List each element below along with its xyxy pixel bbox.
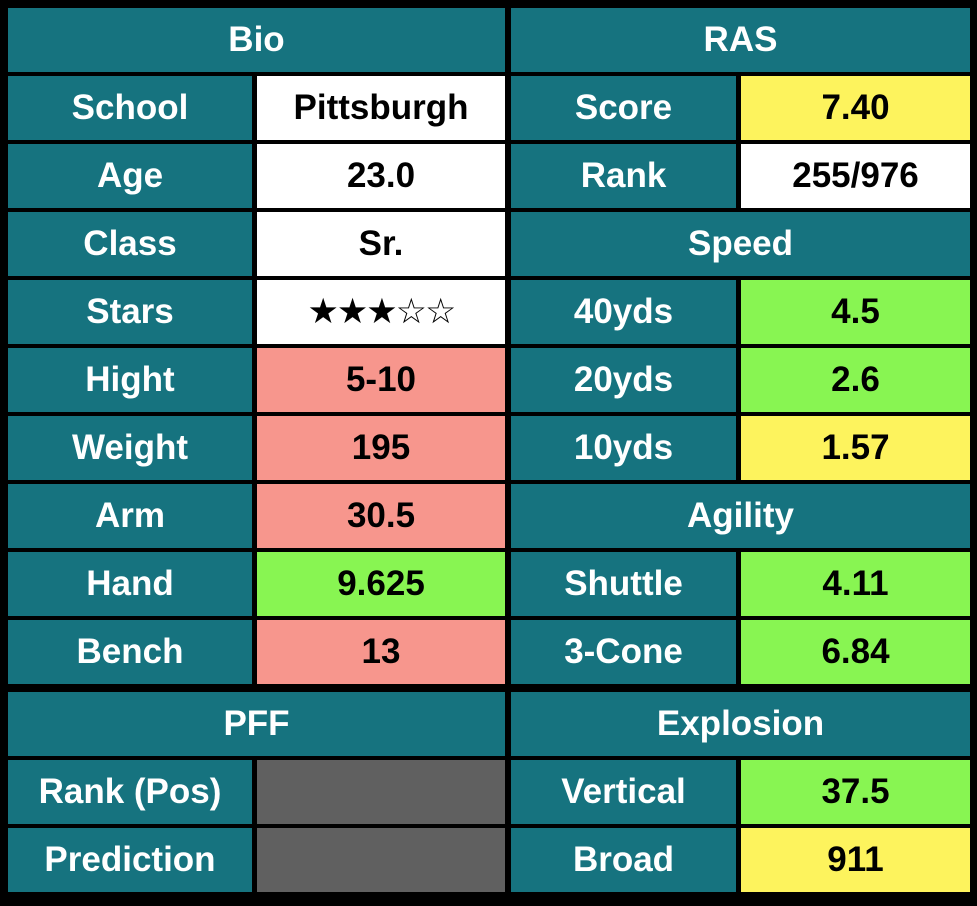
row-label: 40yds <box>511 280 736 344</box>
row-value: 13 <box>257 620 505 684</box>
row-label: Stars <box>8 280 252 344</box>
row-value: 2.6 <box>741 348 970 412</box>
row-value: ★★★☆☆ <box>257 280 505 344</box>
section-header: RAS <box>511 8 970 72</box>
row-label: Rank (Pos) <box>8 760 252 824</box>
row-label: Age <box>8 144 252 208</box>
row-value: 4.5 <box>741 280 970 344</box>
row-value: 37.5 <box>741 760 970 824</box>
row-label: 3-Cone <box>511 620 736 684</box>
section-header: Bio <box>8 8 505 72</box>
row-value <box>257 760 505 824</box>
row-value: 4.11 <box>741 552 970 616</box>
row-label: Class <box>8 212 252 276</box>
section-header: Explosion <box>511 692 970 756</box>
row-value <box>257 828 505 892</box>
row-label: Rank <box>511 144 736 208</box>
row-value: 9.625 <box>257 552 505 616</box>
row-value: Pittsburgh <box>257 76 505 140</box>
row-label: Broad <box>511 828 736 892</box>
row-label: Prediction <box>8 828 252 892</box>
row-value: 7.40 <box>741 76 970 140</box>
section-header: Speed <box>511 212 970 276</box>
row-value: 255/976 <box>741 144 970 208</box>
row-value: 195 <box>257 416 505 480</box>
section-header: PFF <box>8 692 505 756</box>
row-value: Sr. <box>257 212 505 276</box>
row-label: Hight <box>8 348 252 412</box>
row-label: Shuttle <box>511 552 736 616</box>
row-value: 911 <box>741 828 970 892</box>
row-label: Bench <box>8 620 252 684</box>
row-label: Arm <box>8 484 252 548</box>
row-label: Weight <box>8 416 252 480</box>
row-label: Vertical <box>511 760 736 824</box>
row-label: Score <box>511 76 736 140</box>
section-header: Agility <box>511 484 970 548</box>
row-label: School <box>8 76 252 140</box>
row-label: 10yds <box>511 416 736 480</box>
row-value: 6.84 <box>741 620 970 684</box>
row-label: Hand <box>8 552 252 616</box>
row-value: 1.57 <box>741 416 970 480</box>
row-value: 30.5 <box>257 484 505 548</box>
row-value: 23.0 <box>257 144 505 208</box>
row-label: 20yds <box>511 348 736 412</box>
row-value: 5-10 <box>257 348 505 412</box>
